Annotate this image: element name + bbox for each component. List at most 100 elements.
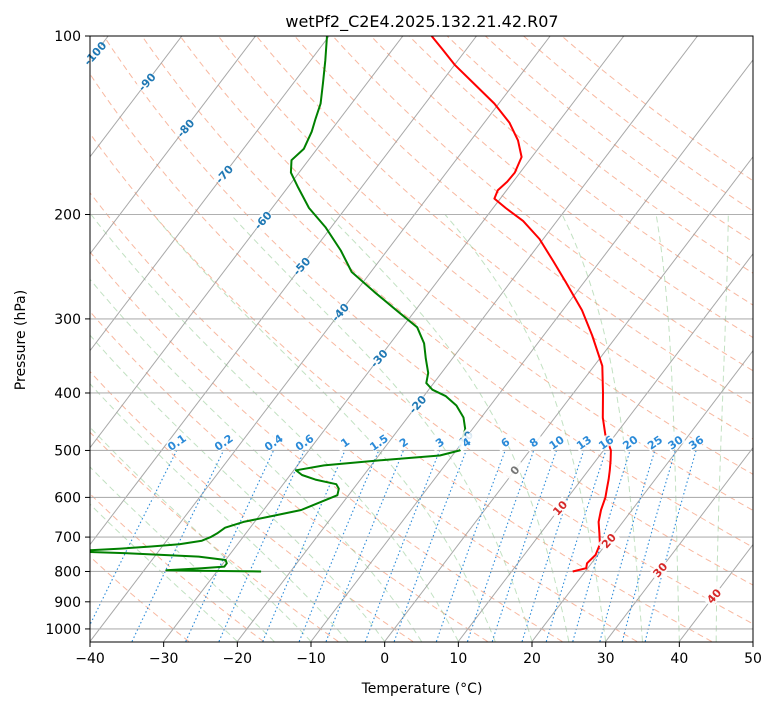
isotherm-label-bg [548, 496, 572, 520]
moist-adiabat [230, 214, 533, 642]
x-tick-label: 50 [744, 651, 762, 667]
mixing-ratio-label-bg [165, 432, 187, 452]
x-tick-label: −30 [149, 651, 179, 667]
x-tick-label: 30 [597, 651, 615, 667]
isotherm-label-bg [702, 584, 726, 608]
mixing-ratio-label-bg [644, 432, 666, 452]
isotherm-label-bg [213, 162, 236, 186]
sounding-traces [90, 36, 612, 573]
y-tick-label: 700 [54, 530, 81, 546]
dry-adiabat [90, 431, 339, 642]
dewpoint-trace [90, 36, 467, 573]
y-tick-label: 1000 [45, 622, 81, 638]
moist-adiabat [152, 214, 496, 642]
dry-adiabat [90, 192, 638, 642]
isotherm-line [90, 36, 404, 449]
isotherm-label-bg [503, 458, 526, 482]
mixing-ratio-line [572, 450, 631, 642]
isotherm-line [90, 36, 477, 546]
mixing-ratio-label-bg [392, 432, 414, 452]
moist-adiabat [655, 214, 680, 642]
isotherm-label-bg [290, 254, 313, 278]
mixing-ratio-label-bg [212, 432, 234, 452]
y-tick-label: 100 [54, 29, 81, 45]
mixing-ratio-label-bg [334, 432, 356, 452]
mixing-ratio-label-bg [522, 432, 545, 452]
dry-adiabat [256, 36, 753, 440]
plot-frame [89, 35, 754, 643]
isotherm-line [90, 36, 256, 255]
x-axis-label: Temperature (°C) [361, 681, 483, 697]
isotherm-line [457, 252, 753, 642]
moist-adiabat [90, 278, 422, 642]
mixing-ratio-label-bg [664, 432, 686, 452]
dry-adiabat [90, 370, 414, 642]
mixing-ratio-line [90, 450, 178, 626]
moist-adiabat [327, 214, 570, 642]
pressure-gridlines [90, 36, 753, 630]
y-tick-label: 500 [54, 443, 81, 459]
mixing-ratio-line [521, 450, 585, 642]
isotherm-line [90, 36, 330, 352]
moist-adiabat [90, 334, 386, 642]
dry-adiabat [332, 36, 753, 372]
mixing-ratio-line [325, 450, 405, 642]
isotherm-label-bg [329, 300, 352, 324]
mixing-ratio-line [364, 450, 441, 642]
moist-adiabat [444, 214, 607, 642]
mixing-ratio-label-bg [595, 432, 617, 452]
isotherm-line [605, 446, 753, 642]
isotherm-line [90, 36, 551, 642]
isotherm-label-bg [174, 116, 197, 140]
isotherm-line [310, 59, 753, 642]
dry-adiabat [90, 132, 712, 642]
y-tick-label: 600 [54, 490, 81, 506]
isotherm-label-bg [135, 70, 159, 94]
mixing-ratio-label-bg [262, 432, 284, 452]
moist-adiabat [90, 503, 238, 642]
y-tick-label: 900 [54, 595, 81, 611]
mixing-ratio-line [298, 450, 380, 642]
isotherm-label-bg [367, 346, 391, 370]
x-tick-label: 20 [523, 651, 541, 667]
y-tick-label: 300 [54, 312, 81, 328]
mixing-ratio-line [435, 450, 506, 642]
moist-adiabat [90, 426, 312, 642]
mixing-ratio-label-bg [455, 432, 477, 452]
x-tick-label: −10 [296, 651, 326, 667]
mixing-ratio-label-bg [619, 432, 641, 452]
moist-adiabat [561, 214, 643, 642]
mixing-ratio-label-bg [367, 432, 390, 452]
isotherm-line [384, 156, 753, 642]
dry-adiabat [217, 36, 753, 475]
y-tick-label: 200 [54, 207, 81, 223]
isotherm-line [236, 36, 698, 642]
mixing-ratio-line [491, 450, 558, 642]
isotherm-line [163, 36, 625, 642]
y-tick-label: 400 [54, 386, 81, 402]
mixing-ratio-label-bg [428, 432, 450, 452]
x-axis: −40 −30 −20 −10 0 10 20 30 40 50 [75, 642, 762, 667]
chart-title: wetPf2_C2E4.2025.132.21.42.R07 [285, 12, 558, 32]
mixing-ratio-line [621, 450, 676, 642]
temperature-trace [430, 36, 612, 573]
isotherm-label-bg [597, 529, 620, 553]
moist-adiabat [715, 214, 729, 642]
mixing-ratio-label-bg [573, 432, 595, 452]
mixing-ratio-line [218, 450, 305, 642]
y-tick-label: 800 [54, 564, 81, 580]
y-axis: 1000 900 800 700 600 500 400 300 200 100 [45, 29, 90, 638]
mixing-ratio-line [393, 450, 467, 642]
mixing-ratio-label-bg [494, 432, 516, 452]
mixing-ratio-line [262, 450, 346, 642]
isotherm-label-bg [648, 558, 672, 582]
x-tick-label: 10 [449, 651, 467, 667]
mixing-ratio-line [466, 450, 535, 642]
x-tick-label: −40 [75, 651, 105, 667]
mixing-ratio-label-bg [545, 432, 567, 452]
moist-adiabat [90, 214, 459, 642]
x-tick-label: −20 [223, 651, 253, 667]
isotherm-line [90, 36, 183, 158]
